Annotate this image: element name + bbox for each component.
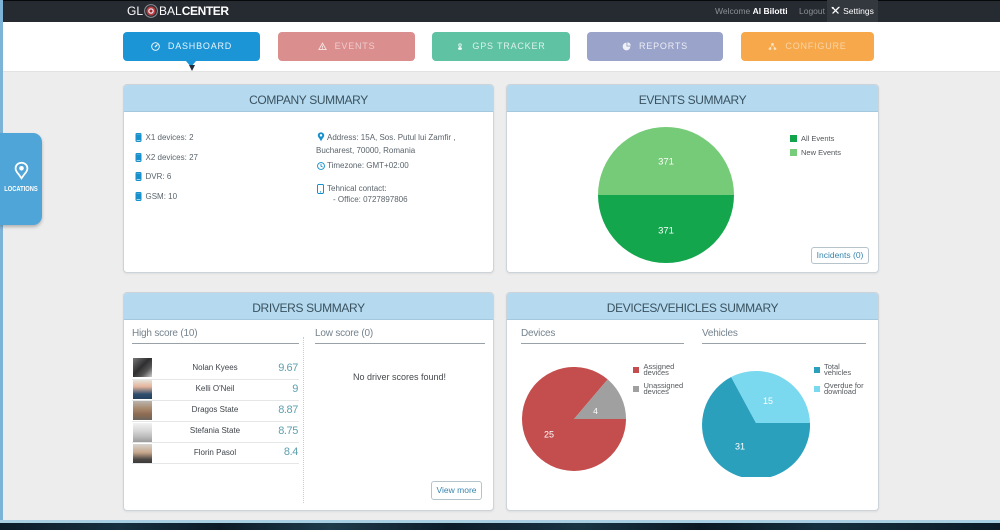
svg-text:371: 371	[658, 226, 674, 237]
svg-text:371: 371	[658, 157, 674, 168]
svg-text:25: 25	[544, 430, 554, 440]
svg-text:4: 4	[593, 406, 598, 416]
svg-text:31: 31	[735, 442, 745, 452]
svg-text:15: 15	[763, 396, 773, 406]
